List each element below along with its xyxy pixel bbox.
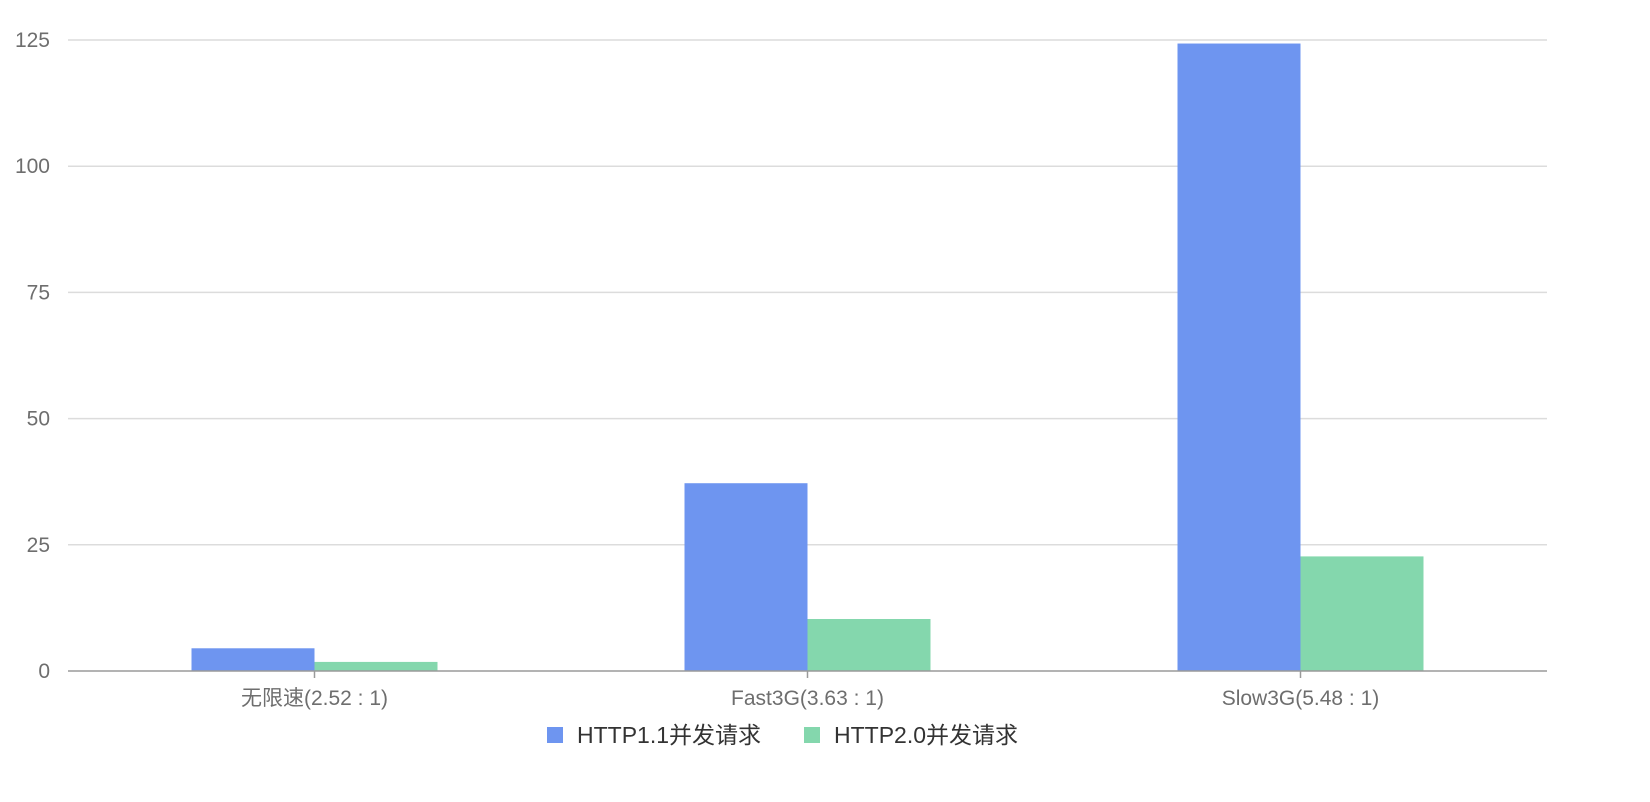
legend-swatch [547, 727, 563, 743]
bar-http20-0 [314, 661, 438, 671]
legend-item-http20[interactable]: HTTP2.0并发请求 [804, 722, 1018, 748]
x-tick-label: Fast3G(3.63 : 1) [731, 687, 884, 710]
bar-http20-1 [807, 619, 931, 671]
bars [191, 43, 1424, 672]
legend-item-http11[interactable]: HTTP1.1并发请求 [547, 722, 761, 748]
y-tick-label: 25 [27, 534, 50, 557]
bar-http11-1 [684, 483, 808, 671]
legend: HTTP1.1并发请求 HTTP2.0并发请求 [547, 722, 1018, 748]
x-tick-label: Slow3G(5.48 : 1) [1222, 687, 1380, 710]
y-tick-label: 75 [27, 281, 50, 304]
legend-label: HTTP2.0并发请求 [834, 722, 1018, 748]
y-tick-label: 125 [15, 29, 50, 52]
y-tick-label: 0 [38, 660, 50, 683]
y-tick-label: 50 [27, 408, 50, 431]
bar-http11-0 [191, 648, 315, 671]
y-tick-label: 100 [15, 155, 50, 178]
bar-http20-2 [1300, 556, 1424, 671]
grid-lines [68, 39, 1547, 546]
legend-label: HTTP1.1并发请求 [577, 722, 761, 748]
x-tick-label: 无限速(2.52 : 1) [241, 687, 388, 710]
legend-swatch [804, 727, 820, 743]
axes: 0 25 50 75 100 125 无限速(2.52 : 1) Fast3G(3.63 : … [15, 29, 1547, 710]
bar-http11-2 [1177, 43, 1301, 672]
